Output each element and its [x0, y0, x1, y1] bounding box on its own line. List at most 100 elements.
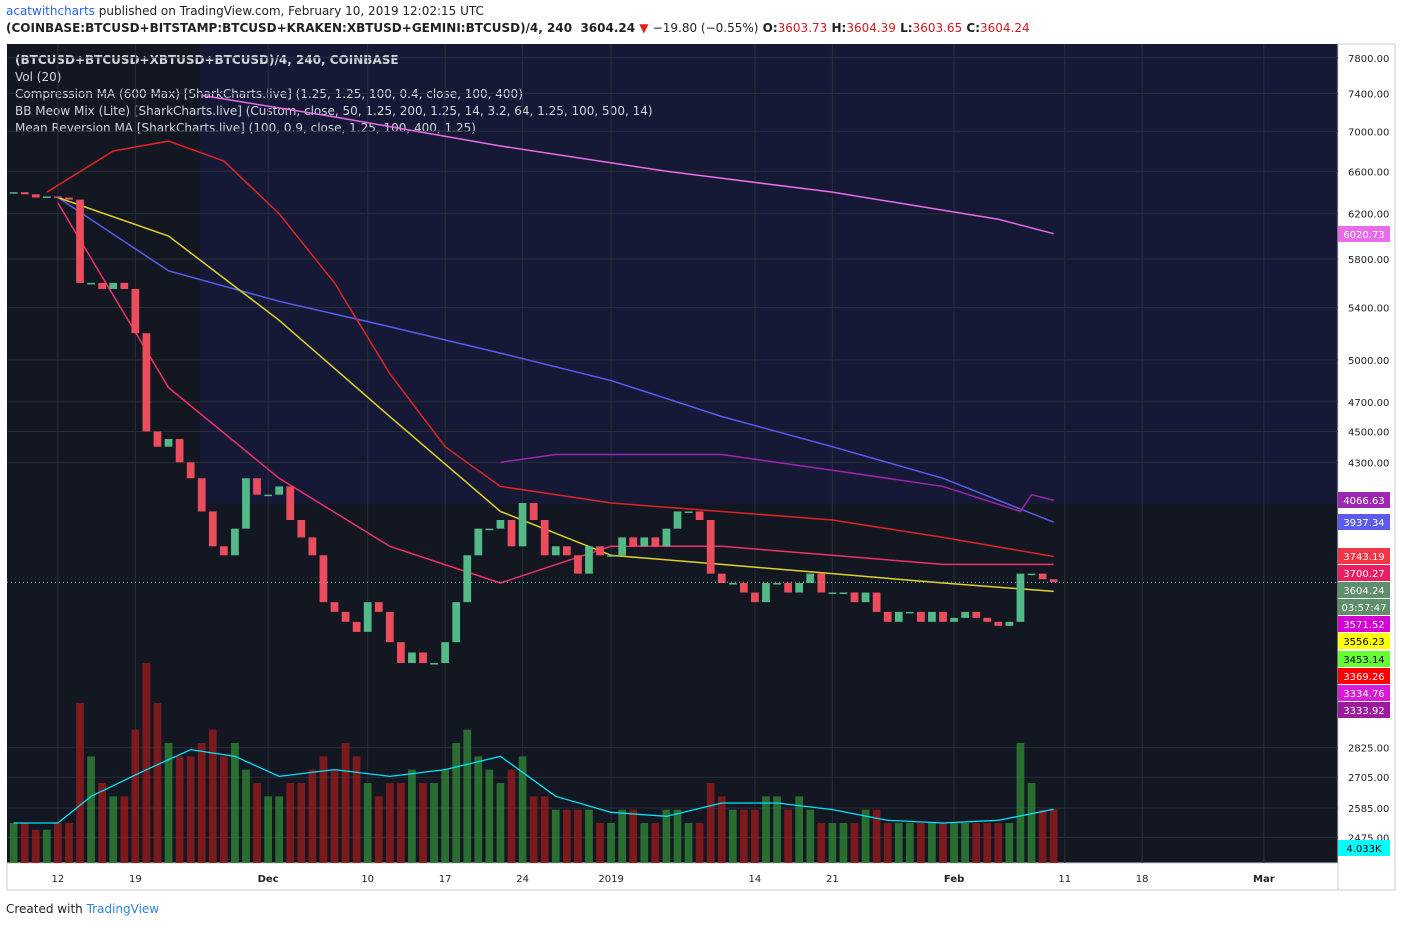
- ohlc-key: H:: [831, 21, 847, 35]
- volume-bar: [352, 756, 361, 863]
- volume-bar: [850, 823, 859, 863]
- candle-body: [850, 592, 859, 603]
- candle-body: [20, 192, 29, 195]
- price-tag: [1338, 582, 1390, 598]
- candle-body: [131, 288, 140, 334]
- volume-bar: [142, 663, 151, 863]
- price-tag-label: 6020.73: [1343, 230, 1384, 241]
- volume-bar: [76, 703, 84, 863]
- candle-body: [828, 592, 837, 595]
- indicator-line: [57, 196, 1054, 523]
- candle-body: [1038, 573, 1047, 580]
- ohlc-key: O:: [762, 21, 778, 35]
- price-tag-label: 3453.14: [1343, 655, 1384, 666]
- volume-bar: [441, 769, 450, 863]
- candle-body: [640, 537, 649, 547]
- price-tag: [1338, 565, 1390, 581]
- candle-body: [397, 642, 405, 664]
- volume-bar: [374, 796, 383, 863]
- volume-bar: [861, 809, 870, 863]
- y-tick-label: 4500.00: [1348, 427, 1389, 438]
- volume-bar: [994, 823, 1003, 863]
- volume-bar: [507, 769, 516, 863]
- candle-body: [186, 462, 195, 479]
- volume-bar: [961, 823, 970, 863]
- volume-bar: [518, 756, 527, 863]
- candle-body: [275, 486, 284, 495]
- candle-body: [1049, 579, 1058, 583]
- price-tag: [1338, 840, 1390, 856]
- price-tag: [1338, 668, 1390, 684]
- volume-bar: [1038, 809, 1047, 863]
- volume-bar: [242, 769, 250, 863]
- volume-bar: [950, 823, 958, 863]
- footer: Created with TradingView: [6, 902, 159, 916]
- volume-bar: [972, 823, 981, 863]
- y-tick-label: 5000.00: [1348, 356, 1389, 367]
- candle-body: [695, 511, 704, 520]
- volume-bar: [286, 783, 295, 863]
- price-tag: [1338, 633, 1390, 649]
- candle-body: [817, 573, 826, 593]
- candle-body: [529, 503, 538, 520]
- volume-bar: [319, 756, 328, 863]
- volume-bar: [54, 823, 62, 863]
- x-tick-label: 14: [749, 874, 762, 885]
- volume-bar: [231, 743, 239, 863]
- volume-bar: [596, 823, 604, 863]
- volume-bar: [983, 823, 992, 863]
- y-tick-label: 2585.00: [1348, 804, 1389, 815]
- candle-body: [983, 617, 992, 622]
- volume-bar: [363, 783, 372, 863]
- price-tag: [1338, 651, 1390, 667]
- price-tag-label: 3743.19: [1343, 552, 1384, 563]
- volume-bar: [109, 796, 118, 863]
- volume-bar: [640, 823, 649, 863]
- change: −19.80 (−0.55%): [652, 21, 759, 35]
- down-arrow: ▼: [639, 21, 649, 35]
- volume-bar: [120, 796, 129, 863]
- volume-bar: [905, 823, 914, 863]
- candle-body: [297, 519, 306, 538]
- x-tick-label: 19: [129, 874, 142, 885]
- last: 3604.24: [580, 21, 636, 35]
- indicator-line: [57, 196, 1054, 593]
- volume-bar: [463, 729, 472, 863]
- volume-bar: [1005, 823, 1014, 863]
- candle-body: [474, 528, 483, 556]
- x-tick-label: 21: [826, 874, 839, 885]
- candle-body: [231, 528, 239, 556]
- price-tag: [1338, 226, 1390, 242]
- volume-bar: [1016, 743, 1025, 863]
- candle-body: [507, 519, 516, 547]
- candle-body: [42, 196, 51, 198]
- volume-bar: [65, 823, 73, 863]
- candle-body: [972, 611, 981, 618]
- volume-bar: [197, 743, 206, 863]
- ohlc-key: L:: [900, 21, 913, 35]
- brand[interactable]: TradingView: [86, 902, 160, 916]
- price-tag: [1338, 514, 1390, 530]
- candle-body: [894, 611, 903, 622]
- y-tick-label: 6200.00: [1348, 210, 1389, 221]
- candle-body: [408, 652, 416, 664]
- volume-bar: [385, 783, 394, 863]
- candle-body: [363, 602, 372, 632]
- volume-bar: [795, 796, 804, 863]
- candle-body: [706, 519, 715, 574]
- volume-bar: [153, 703, 162, 863]
- author[interactable]: acatwithcharts: [6, 4, 95, 18]
- price-tag-label: 3333.92: [1343, 706, 1384, 717]
- volume-bar: [397, 783, 405, 863]
- volume-bar: [430, 783, 438, 863]
- legend-line: Vol (20): [15, 70, 61, 84]
- volume-bar: [42, 829, 51, 863]
- candle-body: [585, 546, 593, 574]
- y-tick-label: 2825.00: [1348, 744, 1389, 755]
- price-tag-label: 3937.34: [1343, 518, 1384, 529]
- candle-body: [286, 486, 295, 520]
- volume-bar: [551, 809, 560, 863]
- price-tag-label: 03:57:47: [1342, 603, 1387, 614]
- x-tick-label: Dec: [258, 874, 279, 885]
- y-tick-label: 7400.00: [1348, 90, 1389, 101]
